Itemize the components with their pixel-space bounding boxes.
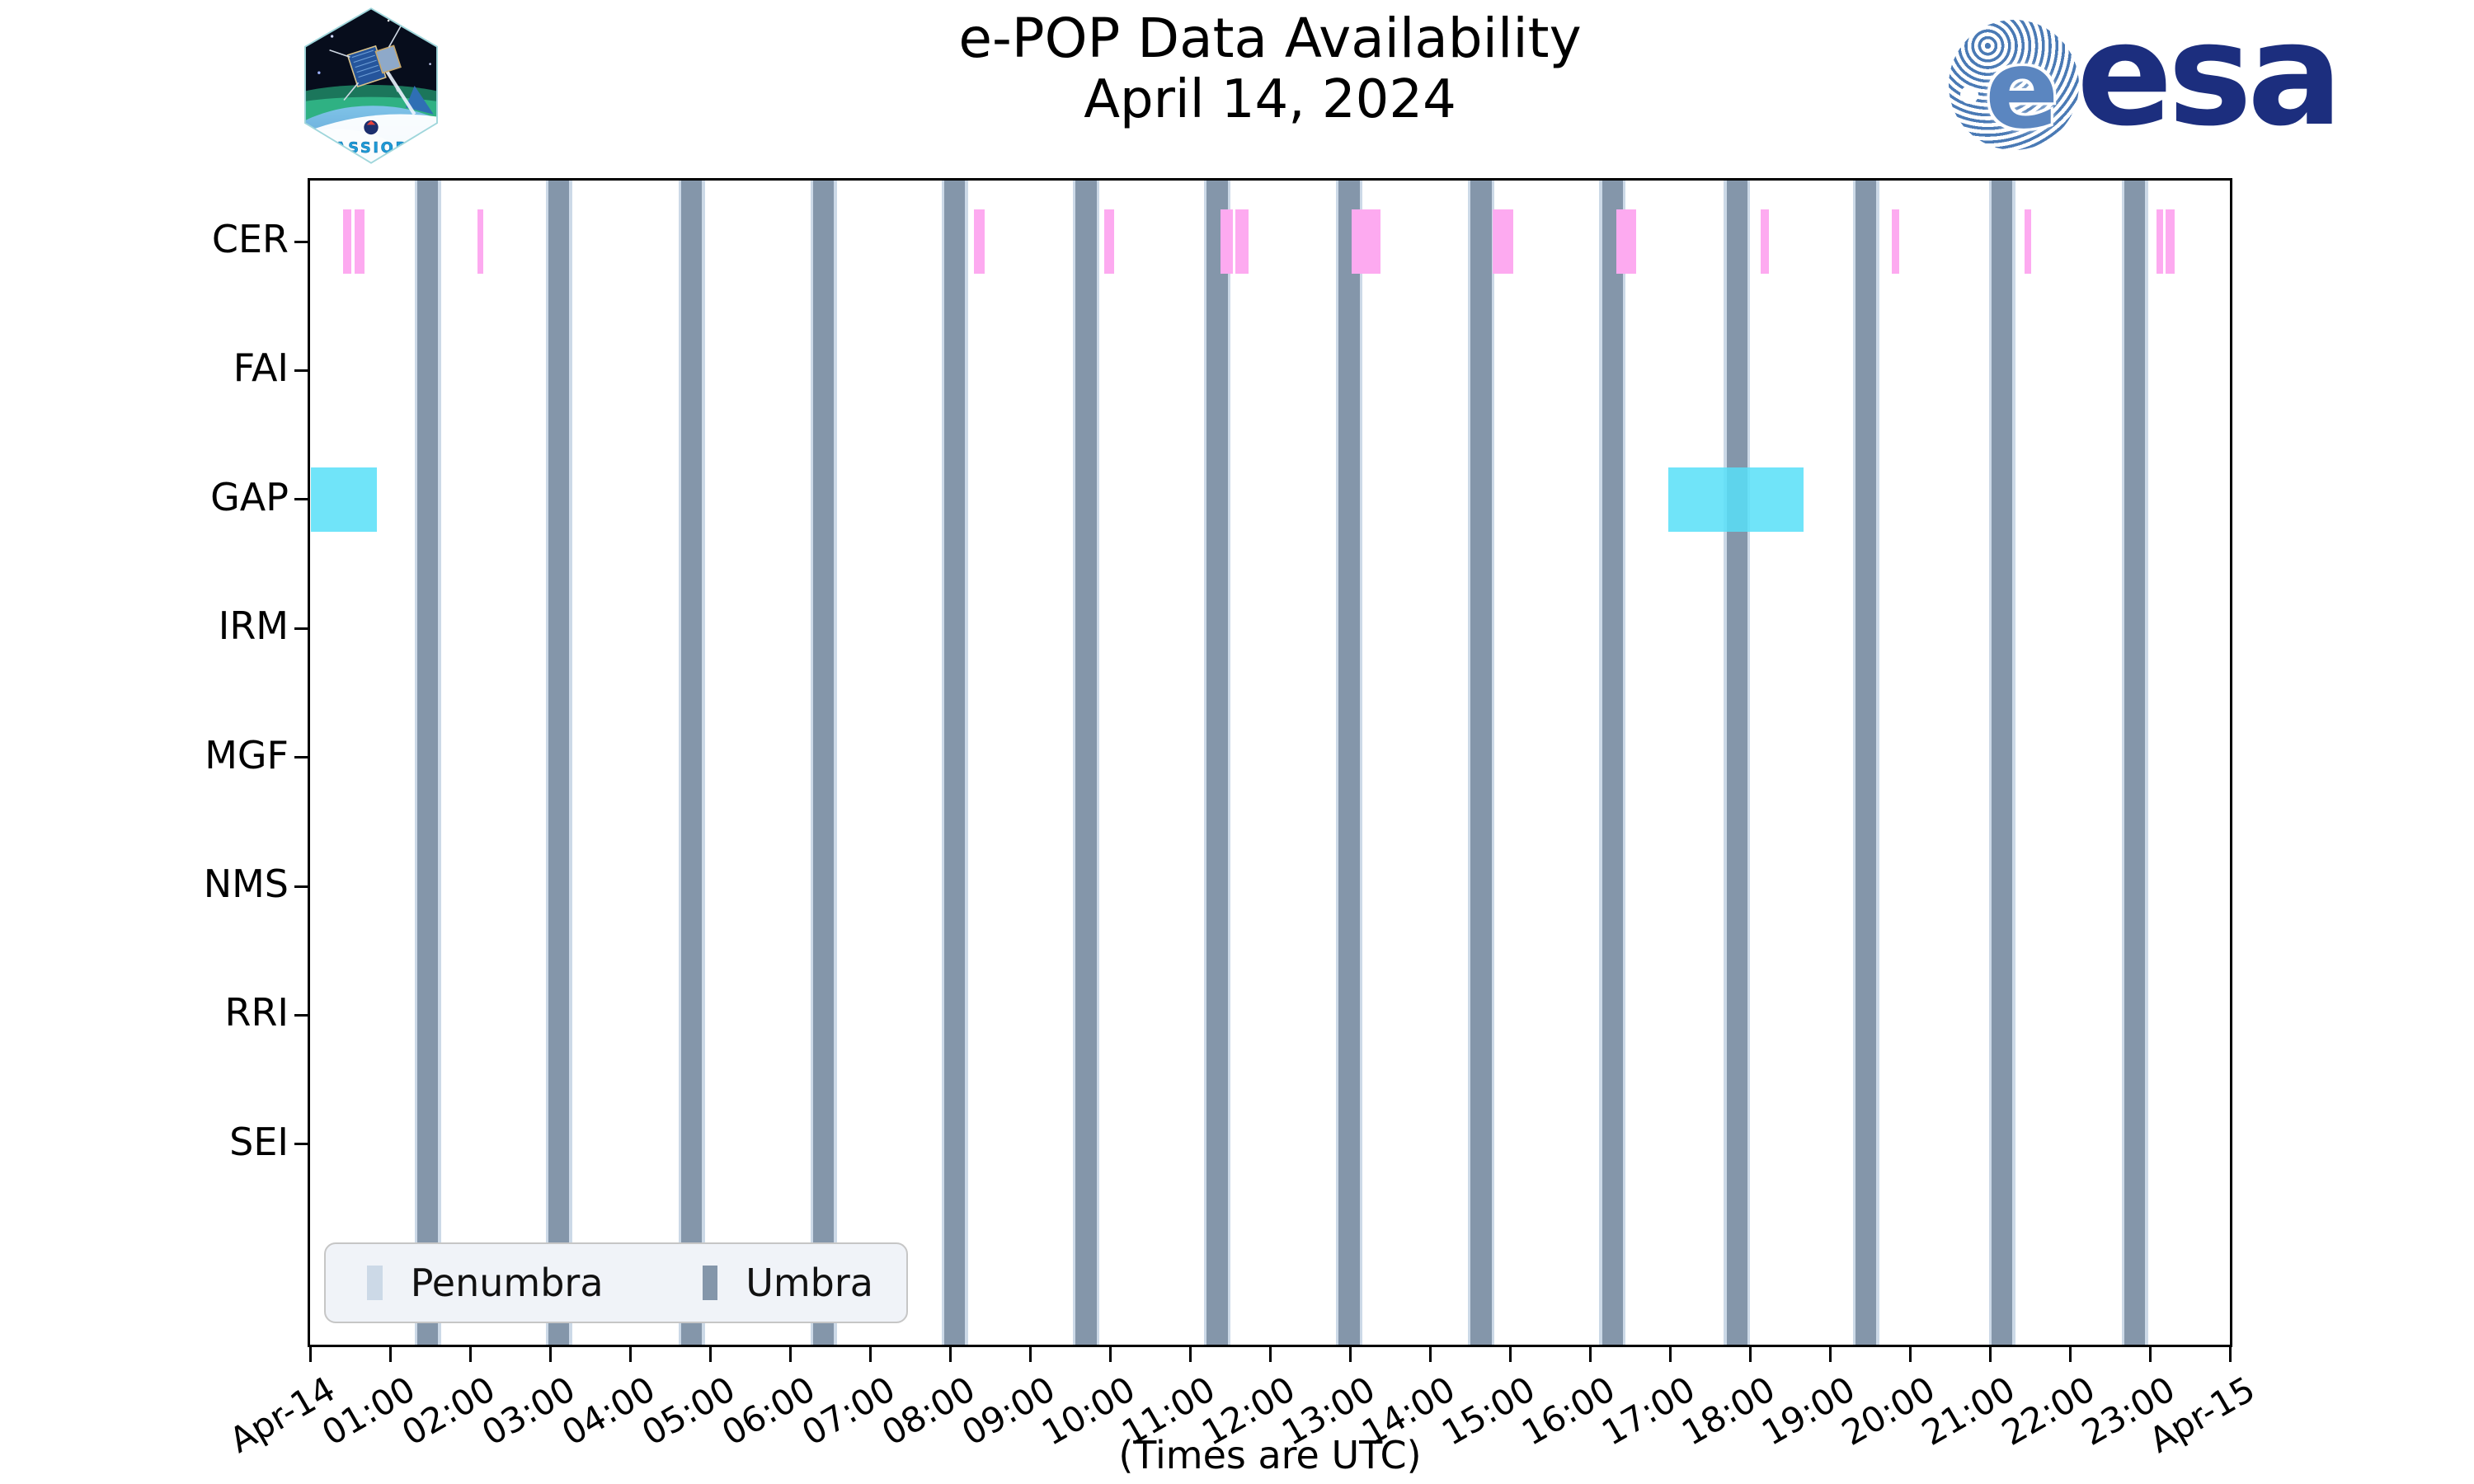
availability-bar-cer — [1891, 209, 1900, 274]
esa-wordmark: esa — [2077, 0, 2343, 157]
umbra-bar — [416, 181, 439, 1345]
availability-bar-cer — [342, 209, 352, 274]
x-axis-tick — [1828, 1347, 1832, 1362]
umbra-bar — [1206, 181, 1228, 1345]
x-axis-tick — [2148, 1347, 2152, 1362]
availability-bar-gap — [310, 467, 377, 532]
legend-label-penumbra: Penumbra — [410, 1261, 604, 1305]
x-axis-tick — [1268, 1347, 1272, 1362]
y-axis-label-cer: CER — [211, 217, 289, 261]
x-axis-tick — [788, 1347, 792, 1362]
umbra-bar — [1602, 181, 1623, 1345]
y-axis-label-fai: FAI — [233, 345, 289, 391]
y-axis-tick — [294, 756, 308, 759]
availability-bar-cer — [1492, 209, 1513, 274]
x-axis-tick — [1028, 1347, 1032, 1362]
y-axis-label-rri: RRI — [224, 990, 289, 1036]
cassiope-mission-patch: CASSIOPE — [301, 5, 441, 167]
availability-bar-gap — [1668, 467, 1804, 532]
x-axis-tick — [1508, 1347, 1512, 1362]
x-axis-tick — [1428, 1347, 1432, 1362]
umbra-bar — [813, 181, 835, 1345]
umbra-bar — [1726, 181, 1748, 1345]
availability-bar-cer — [355, 209, 365, 274]
umbra-bar — [944, 181, 966, 1345]
x-axis-tick — [1348, 1347, 1352, 1362]
umbra-bar — [548, 181, 570, 1345]
x-axis-tick — [628, 1347, 632, 1362]
umbra-bar — [1856, 181, 1877, 1345]
umbra-bar — [1470, 181, 1492, 1345]
availability-bar-cer — [1616, 209, 1637, 274]
availability-bar-cer — [477, 209, 483, 274]
availability-bar-cer — [2166, 209, 2175, 274]
x-axis-tick — [1668, 1347, 1672, 1362]
y-axis-tick — [294, 498, 308, 501]
x-axis-caption: (Times are UTC) — [1118, 1433, 1422, 1477]
availability-bar-cer — [1760, 209, 1770, 274]
y-axis-tick — [294, 627, 308, 630]
esa-logo: e esa — [1946, 0, 2343, 159]
umbra-bar — [1075, 181, 1097, 1345]
legend-swatch-umbra — [702, 1266, 718, 1300]
csa-badge — [362, 119, 380, 136]
x-axis-tick — [308, 1347, 312, 1362]
x-axis-tick — [2068, 1347, 2072, 1362]
availability-bar-cer — [1220, 209, 1234, 274]
y-axis-label-irm: IRM — [218, 603, 289, 649]
x-axis-tick — [1748, 1347, 1752, 1362]
legend-label-umbra: Umbra — [745, 1261, 873, 1305]
y-axis-label-gap: GAP — [210, 474, 289, 519]
umbra-bar — [681, 181, 703, 1345]
y-axis-label-sei: SEI — [229, 1119, 289, 1164]
x-axis-tick — [1108, 1347, 1112, 1362]
x-axis-tick — [1188, 1347, 1192, 1362]
x-axis-tick — [708, 1347, 712, 1362]
plot-area: Penumbra Umbra — [308, 178, 2232, 1347]
availability-bar-cer — [2024, 209, 2032, 274]
y-axis-tick — [294, 369, 308, 372]
umbra-bar — [1991, 181, 2013, 1345]
x-axis-tick — [548, 1347, 552, 1362]
x-axis-tick — [388, 1347, 392, 1362]
patch-inner-border — [304, 7, 438, 164]
chart-title-block: e-POP Data Availability April 14, 2024 — [310, 7, 2230, 131]
x-axis-tick — [948, 1347, 952, 1362]
esa-globe-icon: e — [1949, 20, 2079, 150]
availability-bar-cer — [1235, 209, 1249, 274]
y-axis-label-mgf: MGF — [205, 732, 289, 777]
y-axis-tick — [294, 1013, 308, 1017]
legend-swatch-penumbra — [367, 1266, 383, 1300]
legend: Penumbra Umbra — [324, 1242, 908, 1323]
chart-subtitle-date: April 14, 2024 — [1084, 69, 1456, 130]
x-axis-tick — [1908, 1347, 1912, 1362]
y-axis-label-nms: NMS — [203, 862, 289, 906]
x-axis-tick — [1588, 1347, 1592, 1362]
x-axis-tick — [468, 1347, 472, 1362]
umbra-bar — [2124, 181, 2146, 1345]
availability-bar-cer — [974, 209, 985, 274]
availability-bar-cer — [1104, 209, 1114, 274]
availability-bar-cer — [2156, 209, 2163, 274]
y-axis-tick — [294, 240, 308, 243]
umbra-bar — [1338, 181, 1360, 1345]
chart-title: e-POP Data Availability — [958, 7, 1582, 70]
x-axis-tick — [1988, 1347, 1992, 1362]
esa-globe-e-glyph: e — [1985, 26, 2059, 150]
esa-globe-dot — [1960, 86, 1978, 104]
x-axis-tick — [868, 1347, 872, 1362]
y-axis-tick — [294, 1143, 308, 1146]
y-axis-tick — [294, 885, 308, 888]
availability-bar-cer — [1351, 209, 1380, 274]
x-axis-tick — [2228, 1347, 2232, 1362]
